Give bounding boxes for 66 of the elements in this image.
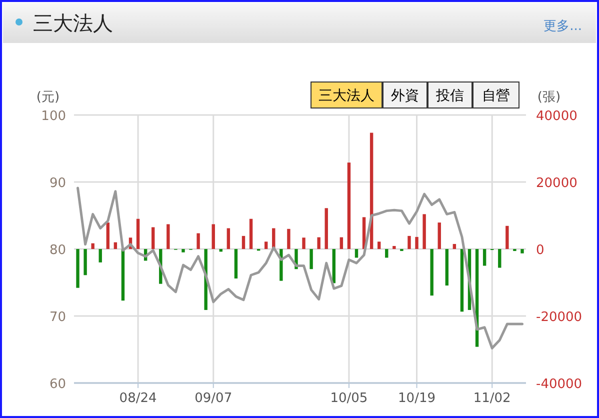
bar [422,214,426,249]
bar [264,242,268,249]
line-series [76,186,524,350]
bar [76,249,80,288]
bar [317,237,320,249]
x-tick-label: 08/24 [119,391,157,406]
bar [106,222,110,249]
bar [166,224,170,249]
y-axis-title: (元) [36,90,60,105]
bar [324,208,328,249]
text: 自營 [482,88,510,104]
bar [212,224,215,249]
bar [378,242,381,249]
bar [445,249,448,286]
y2-tick-label: -20000 [536,310,582,325]
bar [152,227,155,249]
y2-tick-label: -40000 [536,377,582,392]
y2-tick-label: 20000 [536,176,578,191]
bar [438,222,441,249]
bar [460,249,464,312]
bar [98,249,102,262]
bar [506,226,509,249]
bar [482,249,486,266]
y-tick-label: 70 [49,310,66,325]
bar [385,249,388,258]
bar [114,242,118,249]
bar [249,218,253,249]
y-tick-label: 90 [49,176,66,191]
x-tick-label: 11/02 [473,391,511,406]
bar [234,249,238,278]
y-tick-label: 80 [49,243,66,258]
y2-tick-label: 40000 [536,109,578,124]
bar [136,218,140,249]
y-tick-label: 100 [41,109,66,124]
bar [332,249,336,284]
bar [498,249,502,268]
bar [340,237,344,249]
bar [121,249,125,301]
bar [91,243,94,249]
bar [392,246,396,249]
bar [452,244,456,249]
y2-tick-label: 0 [536,243,544,258]
bar [415,236,418,249]
x-tick-label: 10/05 [330,391,368,406]
bar [226,228,230,249]
bar [520,249,524,254]
bar [196,233,200,249]
text: 三大法人 [318,88,374,104]
y-tick-label: 60 [49,377,66,392]
bar [310,249,313,270]
bar [302,238,306,249]
bar [408,236,411,249]
text: 外資 [391,88,419,104]
bar [84,249,87,276]
bar [287,228,290,249]
x-tick-label: 09/07 [194,391,232,406]
bar [347,162,351,249]
bar [182,249,185,252]
text: 投信 [435,88,464,104]
x-tick-label: 10/19 [398,391,436,406]
bar [242,236,246,249]
bar [354,249,358,258]
chart-title: 三大法人 [33,11,113,35]
y2-axis-title: (張) [537,90,561,105]
text: 更多... [544,19,582,34]
bar [430,249,434,296]
